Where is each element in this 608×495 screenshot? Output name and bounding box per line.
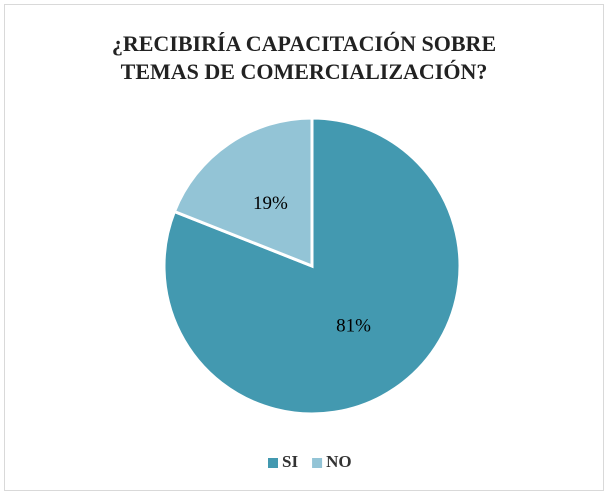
data-label: 19% <box>253 193 288 214</box>
legend-swatch <box>312 458 323 468</box>
legend-label: NO <box>326 452 352 471</box>
pie-slice <box>172 116 314 269</box>
chart-title: ¿RECIBIRÍA CAPACITACIÓN SOBRE <box>112 31 496 56</box>
legend-label: SI <box>282 452 298 471</box>
legend-swatch <box>268 458 278 468</box>
chart-title: TEMAS DE COMERCIALIZACIÓN? <box>121 59 488 84</box>
data-label: 81% <box>336 316 371 337</box>
